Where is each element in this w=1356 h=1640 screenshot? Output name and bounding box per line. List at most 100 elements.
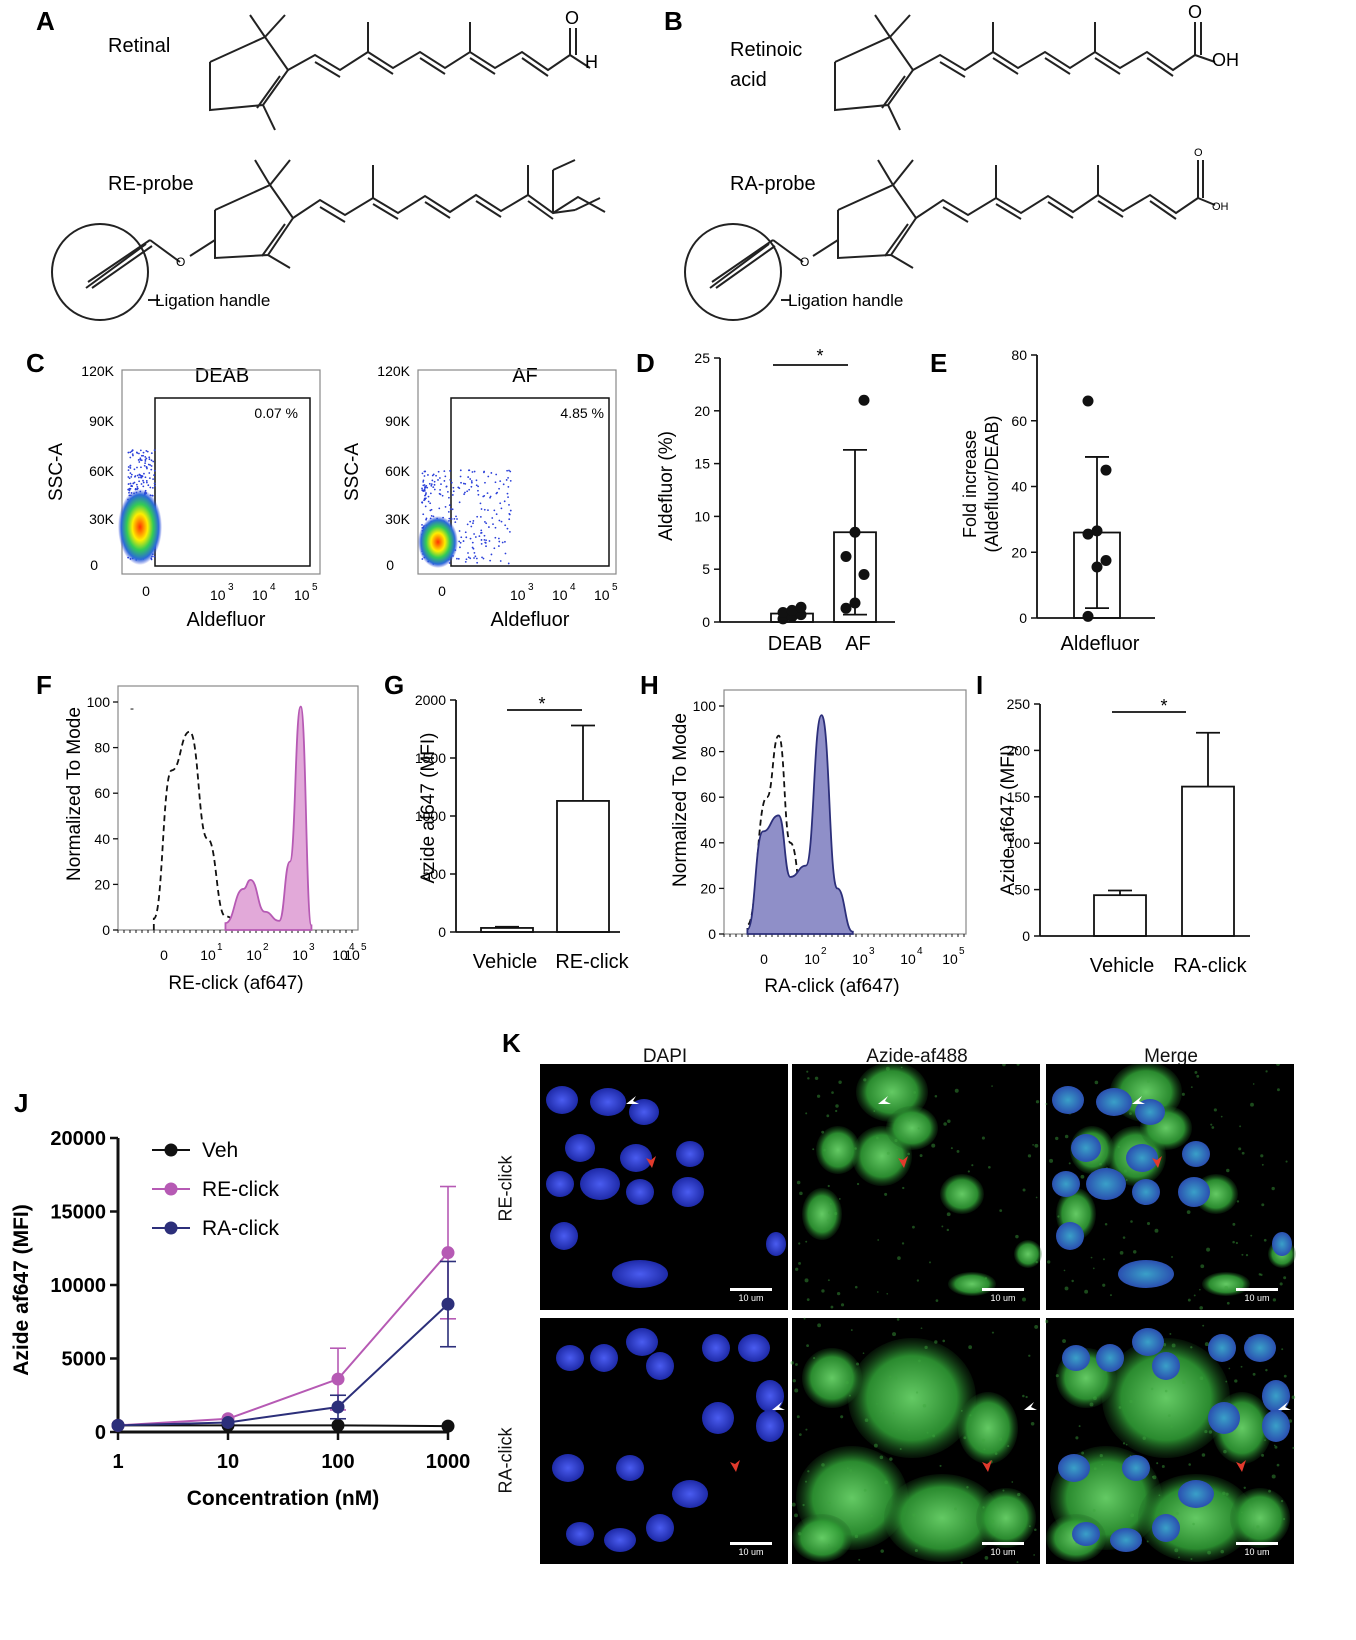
event-dot xyxy=(447,558,450,561)
y-tick-label: 0 xyxy=(95,1422,106,1444)
event-dot xyxy=(433,488,436,491)
speckle xyxy=(934,1094,938,1098)
event-dot xyxy=(444,554,447,557)
event-dot xyxy=(129,546,132,548)
speckle xyxy=(1101,1463,1104,1466)
event-dot xyxy=(448,504,451,506)
event-dot xyxy=(136,487,139,490)
speckle xyxy=(1234,1379,1238,1383)
y-tick-label: 40 xyxy=(1011,479,1027,495)
event-dot xyxy=(129,467,132,469)
event-dot xyxy=(448,546,451,549)
nucleus xyxy=(604,1528,636,1552)
speckle xyxy=(805,1112,808,1115)
data-point xyxy=(849,597,861,609)
event-dot xyxy=(430,540,433,543)
event-dot xyxy=(459,546,461,549)
event-dot xyxy=(143,493,146,496)
bar xyxy=(556,800,610,933)
event-dot xyxy=(456,518,458,520)
speckle xyxy=(1161,1464,1165,1468)
y-tick-label: 2000 xyxy=(415,692,446,708)
event-dot xyxy=(472,522,474,525)
speckle xyxy=(896,1148,898,1151)
speckle xyxy=(1245,1254,1249,1257)
x-tick: 0 xyxy=(142,583,150,599)
event-dot xyxy=(470,485,473,488)
event-dot xyxy=(142,485,145,488)
speckle xyxy=(915,1391,919,1394)
speckle xyxy=(1199,1288,1201,1291)
event-dot xyxy=(446,529,449,532)
data-point xyxy=(1091,561,1103,573)
speckle xyxy=(1211,1126,1215,1129)
event-dot xyxy=(146,525,149,528)
legend-label: RE-click xyxy=(202,1178,279,1201)
event-dot xyxy=(152,523,154,525)
event-dot xyxy=(139,509,142,512)
speckle xyxy=(939,1464,942,1467)
event-dot xyxy=(467,552,469,554)
event-dot xyxy=(434,542,437,544)
nucleus xyxy=(738,1334,770,1362)
event-dot xyxy=(448,562,451,564)
cytoplasm-stain xyxy=(958,1392,1018,1464)
gate-percent: 0.07 % xyxy=(254,405,298,421)
event-dot xyxy=(430,484,433,487)
event-dot xyxy=(480,508,483,510)
event-dot xyxy=(129,451,132,454)
event-dot xyxy=(153,505,156,508)
speckle xyxy=(981,1438,986,1442)
speckle xyxy=(1081,1451,1085,1455)
event-dot xyxy=(489,496,491,499)
bar xyxy=(1073,531,1121,619)
speckle xyxy=(1016,1561,1019,1564)
nucleus xyxy=(566,1522,594,1546)
event-dot xyxy=(139,497,142,500)
event-dot xyxy=(424,540,427,543)
speckle xyxy=(1222,1491,1226,1495)
y-tick: 120K xyxy=(81,363,114,379)
cytoplasm-stain xyxy=(884,1474,1000,1562)
speckle xyxy=(1225,1492,1229,1496)
event-dot xyxy=(502,483,505,486)
event-dot xyxy=(489,559,492,562)
event-dot xyxy=(127,488,130,491)
event-dot xyxy=(429,558,432,561)
event-dot xyxy=(427,474,429,476)
event-dot xyxy=(127,483,130,485)
nucleus xyxy=(612,1260,668,1288)
event-dot xyxy=(139,505,142,508)
event-dot xyxy=(138,452,140,455)
data-point xyxy=(795,601,807,613)
event-dot xyxy=(141,532,144,535)
event-dot xyxy=(477,493,480,496)
speckle xyxy=(1182,1380,1186,1385)
speckle xyxy=(854,1147,857,1150)
speckle xyxy=(1125,1179,1128,1181)
nucleus xyxy=(1056,1222,1084,1250)
event-dot xyxy=(154,545,156,548)
nucleus xyxy=(1122,1455,1150,1481)
x-tick-label: 1 xyxy=(112,1451,123,1473)
speckle xyxy=(1124,1169,1128,1173)
speckle xyxy=(981,1136,985,1140)
event-dot xyxy=(148,544,150,547)
speckle xyxy=(1226,1168,1230,1173)
y-tick-label: 40 xyxy=(94,831,110,847)
event-dot xyxy=(139,449,142,452)
event-dot xyxy=(483,471,485,474)
event-dot xyxy=(485,522,488,525)
speckle xyxy=(963,1436,967,1440)
speckle xyxy=(1199,1306,1203,1310)
cytoplasm-stain xyxy=(1202,1272,1250,1296)
speckle xyxy=(792,1379,796,1383)
speckle xyxy=(846,1467,849,1470)
event-dot xyxy=(423,475,426,477)
event-dot xyxy=(424,486,427,489)
speckle xyxy=(1226,1301,1230,1305)
re-probe-ligation-handle-label: Ligation handle xyxy=(155,291,270,310)
speckle xyxy=(960,1561,963,1564)
y-tick-label: 500 xyxy=(423,866,447,882)
flow-plot-title: DEAB xyxy=(195,365,249,387)
